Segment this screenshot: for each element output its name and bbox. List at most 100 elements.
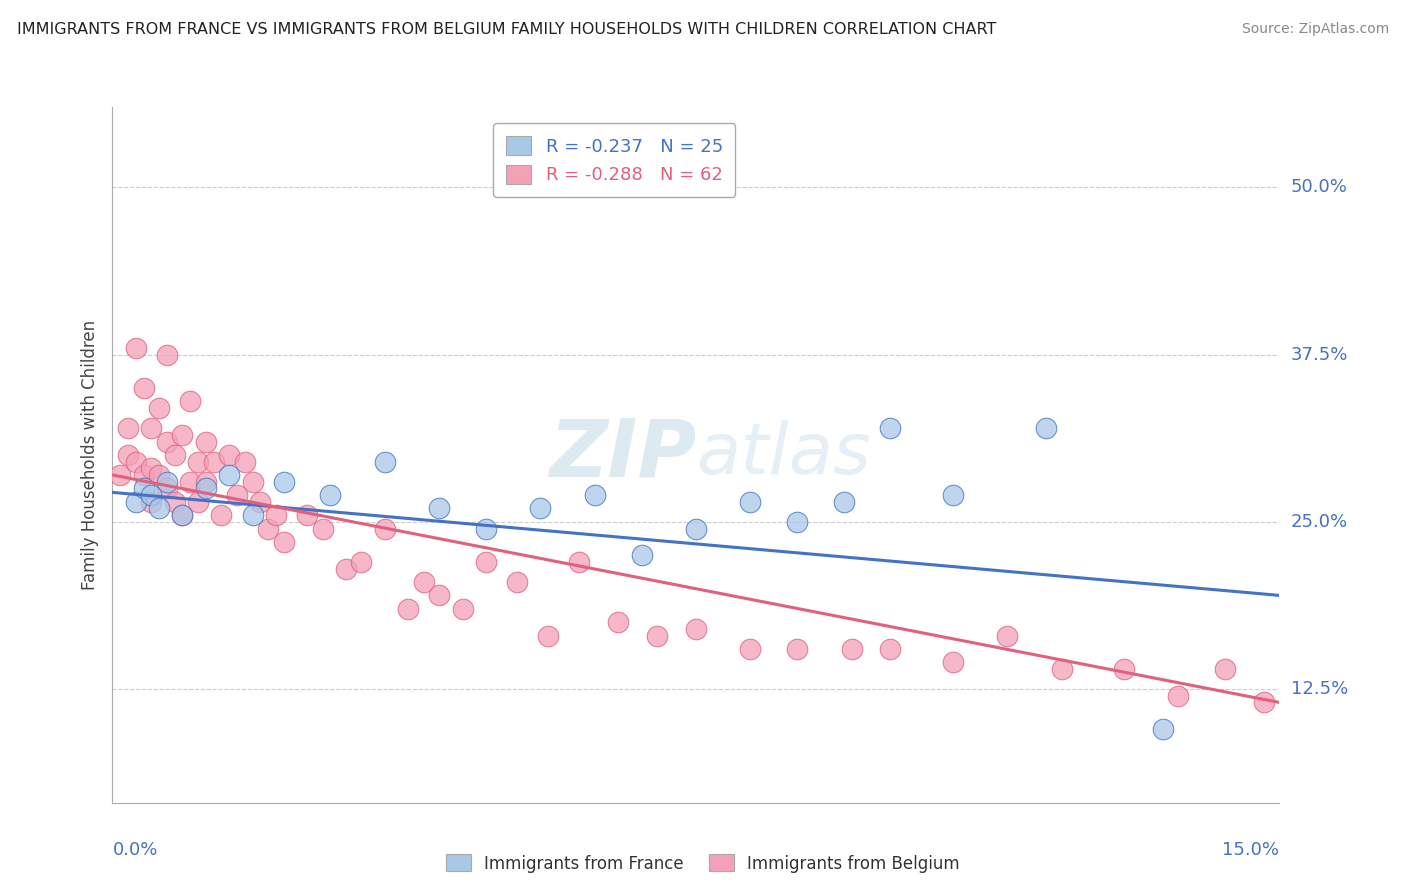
Point: [242, 508, 264, 523]
Point: [264, 508, 287, 523]
Legend: Immigrants from France, Immigrants from Belgium: Immigrants from France, Immigrants from …: [439, 847, 967, 880]
Point: [537, 628, 560, 642]
Point: [374, 521, 396, 535]
Point: [311, 521, 333, 535]
Point: [187, 455, 209, 469]
Text: 0.0%: 0.0%: [112, 841, 157, 859]
Point: [125, 494, 148, 508]
Point: [117, 448, 139, 462]
Point: [942, 655, 965, 669]
Point: [529, 501, 551, 516]
Point: [194, 482, 217, 496]
Point: [249, 494, 271, 508]
Point: [1035, 421, 1057, 435]
Legend: R = -0.237   N = 25, R = -0.288   N = 62: R = -0.237 N = 25, R = -0.288 N = 62: [494, 123, 735, 197]
Point: [645, 628, 668, 642]
Point: [163, 448, 186, 462]
Point: [786, 642, 808, 657]
Point: [1112, 662, 1135, 676]
Point: [1253, 696, 1275, 710]
Point: [841, 642, 863, 657]
Point: [942, 488, 965, 502]
Point: [1050, 662, 1073, 676]
Text: 25.0%: 25.0%: [1291, 513, 1348, 531]
Point: [273, 475, 295, 489]
Point: [233, 455, 256, 469]
Point: [179, 475, 201, 489]
Point: [374, 455, 396, 469]
Point: [148, 401, 170, 416]
Point: [218, 448, 240, 462]
Text: IMMIGRANTS FROM FRANCE VS IMMIGRANTS FROM BELGIUM FAMILY HOUSEHOLDS WITH CHILDRE: IMMIGRANTS FROM FRANCE VS IMMIGRANTS FRO…: [17, 22, 997, 37]
Point: [319, 488, 342, 502]
Point: [350, 555, 373, 569]
Point: [427, 589, 450, 603]
Point: [187, 494, 209, 508]
Text: ZIP: ZIP: [548, 416, 696, 494]
Point: [194, 475, 217, 489]
Point: [141, 461, 163, 475]
Point: [273, 535, 295, 549]
Point: [475, 521, 498, 535]
Text: 37.5%: 37.5%: [1291, 345, 1348, 364]
Text: 50.0%: 50.0%: [1291, 178, 1347, 196]
Point: [1213, 662, 1236, 676]
Point: [396, 602, 419, 616]
Point: [148, 501, 170, 516]
Point: [141, 494, 163, 508]
Point: [583, 488, 606, 502]
Point: [148, 468, 170, 483]
Point: [257, 521, 280, 535]
Point: [163, 494, 186, 508]
Point: [226, 488, 249, 502]
Point: [412, 575, 434, 590]
Point: [995, 628, 1018, 642]
Point: [172, 428, 194, 442]
Point: [156, 348, 179, 362]
Point: [179, 394, 201, 409]
Point: [218, 468, 240, 483]
Text: Source: ZipAtlas.com: Source: ZipAtlas.com: [1241, 22, 1389, 37]
Point: [110, 468, 132, 483]
Point: [568, 555, 591, 569]
Text: atlas: atlas: [696, 420, 870, 490]
Point: [295, 508, 318, 523]
Text: 15.0%: 15.0%: [1222, 841, 1279, 859]
Point: [475, 555, 498, 569]
Point: [879, 642, 901, 657]
Point: [685, 521, 707, 535]
Point: [630, 548, 652, 563]
Point: [879, 421, 901, 435]
Point: [194, 434, 217, 449]
Text: 12.5%: 12.5%: [1291, 680, 1348, 698]
Point: [141, 421, 163, 435]
Point: [172, 508, 194, 523]
Y-axis label: Family Households with Children: Family Households with Children: [80, 320, 98, 590]
Point: [607, 615, 630, 630]
Point: [156, 434, 179, 449]
Point: [1152, 723, 1174, 737]
Point: [786, 515, 808, 529]
Point: [335, 562, 357, 576]
Point: [132, 468, 155, 483]
Point: [141, 488, 163, 502]
Point: [740, 642, 762, 657]
Point: [156, 475, 179, 489]
Point: [132, 381, 155, 395]
Point: [172, 508, 194, 523]
Point: [832, 494, 855, 508]
Point: [209, 508, 232, 523]
Point: [451, 602, 474, 616]
Point: [506, 575, 529, 590]
Point: [125, 455, 148, 469]
Point: [156, 482, 179, 496]
Point: [132, 482, 155, 496]
Point: [242, 475, 264, 489]
Point: [125, 341, 148, 355]
Point: [202, 455, 225, 469]
Point: [740, 494, 762, 508]
Point: [685, 622, 707, 636]
Point: [117, 421, 139, 435]
Point: [427, 501, 450, 516]
Point: [1167, 689, 1189, 703]
